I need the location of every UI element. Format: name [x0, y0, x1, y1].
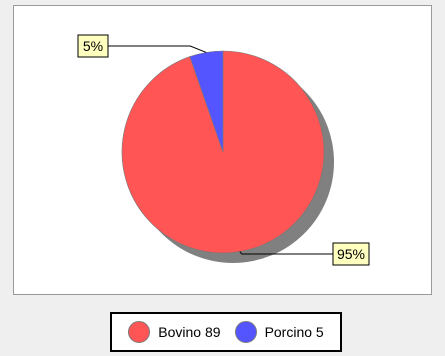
- pie-chart: 95% 5%: [77, 34, 370, 266]
- legend-label-bovino: Bovino 89: [158, 324, 221, 340]
- callout-line-porcino: [108, 45, 207, 53]
- pie-slice-porcino: [189, 50, 224, 153]
- legend-label-porcino: Porcino 5: [264, 324, 324, 340]
- legend-item-porcino: Porcino 5: [234, 321, 324, 343]
- callout-line-bovino: [239, 251, 333, 255]
- data-label-porcino: 5%: [83, 38, 103, 54]
- callout-box-porcino: [77, 34, 109, 58]
- chart-panel: 95% 5%: [13, 5, 432, 295]
- chart-legend: Bovino 89 Porcino 5: [110, 312, 342, 352]
- callout-box-bovino: [332, 242, 370, 266]
- legend-item-bovino: Bovino 89: [128, 321, 221, 343]
- legend-swatch-porcino: [234, 321, 257, 343]
- data-label-bovino: 95%: [337, 246, 365, 262]
- legend-swatch-bovino: [128, 321, 151, 343]
